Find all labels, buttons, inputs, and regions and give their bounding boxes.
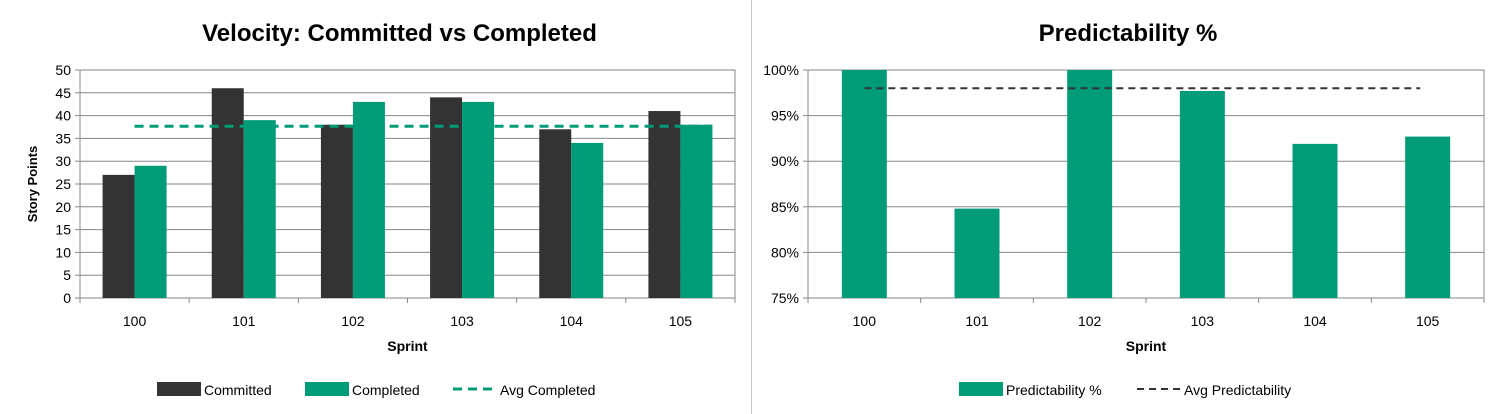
legend-label: Completed: [352, 382, 420, 398]
bar-predictability: [1179, 90, 1225, 298]
x-tick-label: 100: [853, 313, 877, 329]
bar-completed: [243, 120, 276, 298]
y-tick-label: 10: [55, 244, 71, 260]
y-tick-label: 5: [63, 267, 71, 283]
legend-swatch: [305, 382, 349, 396]
bar-completed: [571, 142, 604, 298]
y-tick-label: 85%: [771, 199, 799, 215]
y-tick-label: 100%: [763, 62, 799, 78]
bar-completed: [680, 124, 713, 298]
bar-completed: [352, 101, 385, 298]
x-tick-label: 104: [560, 313, 584, 329]
legend-label: Predictability %: [1006, 382, 1102, 398]
y-axis-label: Story Points: [25, 146, 40, 223]
y-tick-label: 20: [55, 199, 71, 215]
x-tick-label: 105: [1416, 313, 1440, 329]
x-tick-label: 103: [1191, 313, 1215, 329]
chart-title: Predictability %: [1039, 20, 1218, 47]
plot-area: [807, 69, 1485, 299]
bar-completed: [462, 101, 495, 298]
predictability-chart-panel: Predictability % 75% 80% 85% 90% 95% 100% 100 10…: [752, 0, 1504, 414]
y-tick-label: 0: [63, 290, 71, 306]
chart-title: Velocity: Committed vs Completed: [202, 20, 597, 47]
bar-committed: [648, 111, 681, 298]
velocity-chart-panel: Velocity: Committed vs Completed 0 5 10 15 20…: [25, 20, 736, 398]
y-tick-label: 15: [55, 222, 71, 238]
y-tick-label: 30: [55, 153, 71, 169]
legend-label: Committed: [204, 382, 272, 398]
x-tick-label: 102: [341, 313, 365, 329]
x-tick-label: 101: [965, 313, 989, 329]
y-tick-label: 35: [55, 130, 71, 146]
bar-predictability: [1067, 70, 1113, 298]
velocity-chart: Velocity: Committed vs Completed 0 5 10 15 20…: [25, 20, 736, 398]
legend-swatch: [157, 382, 201, 396]
bar-predictability: [1292, 143, 1338, 298]
x-tick-label: 101: [232, 313, 256, 329]
bar-committed: [539, 129, 572, 298]
bar-committed: [430, 97, 463, 298]
predictability-chart: Predictability % 75% 80% 85% 90% 95% 100% 100 10…: [763, 20, 1485, 398]
x-tick-label: 104: [1303, 313, 1327, 329]
legend-label: Avg Completed: [500, 382, 595, 398]
y-tick-label: 40: [55, 108, 71, 124]
y-tick-label: 50: [55, 62, 71, 78]
bar-committed: [320, 124, 353, 298]
y-tick-label: 90%: [771, 153, 799, 169]
legend-label: Avg Predictability: [1184, 382, 1291, 398]
bar-predictability: [954, 208, 1000, 298]
legend-swatch: [959, 382, 1003, 396]
bar-committed: [102, 174, 135, 298]
x-tick-label: 102: [1078, 313, 1102, 329]
x-tick-label: 100: [123, 313, 147, 329]
y-tick-label: 95%: [771, 108, 799, 124]
x-tick-label: 103: [450, 313, 474, 329]
y-tick-label: 25: [55, 176, 71, 192]
x-axis-label: Sprint: [1126, 338, 1167, 354]
bar-completed: [134, 165, 167, 298]
y-tick-label: 45: [55, 85, 71, 101]
x-axis-label: Sprint: [387, 338, 428, 354]
x-tick-label: 105: [669, 313, 693, 329]
bar-predictability: [841, 70, 887, 298]
bar-committed: [211, 88, 244, 299]
y-tick-label: 80%: [771, 244, 799, 260]
bar-predictability: [1405, 136, 1451, 298]
y-tick-label: 75%: [771, 290, 799, 306]
